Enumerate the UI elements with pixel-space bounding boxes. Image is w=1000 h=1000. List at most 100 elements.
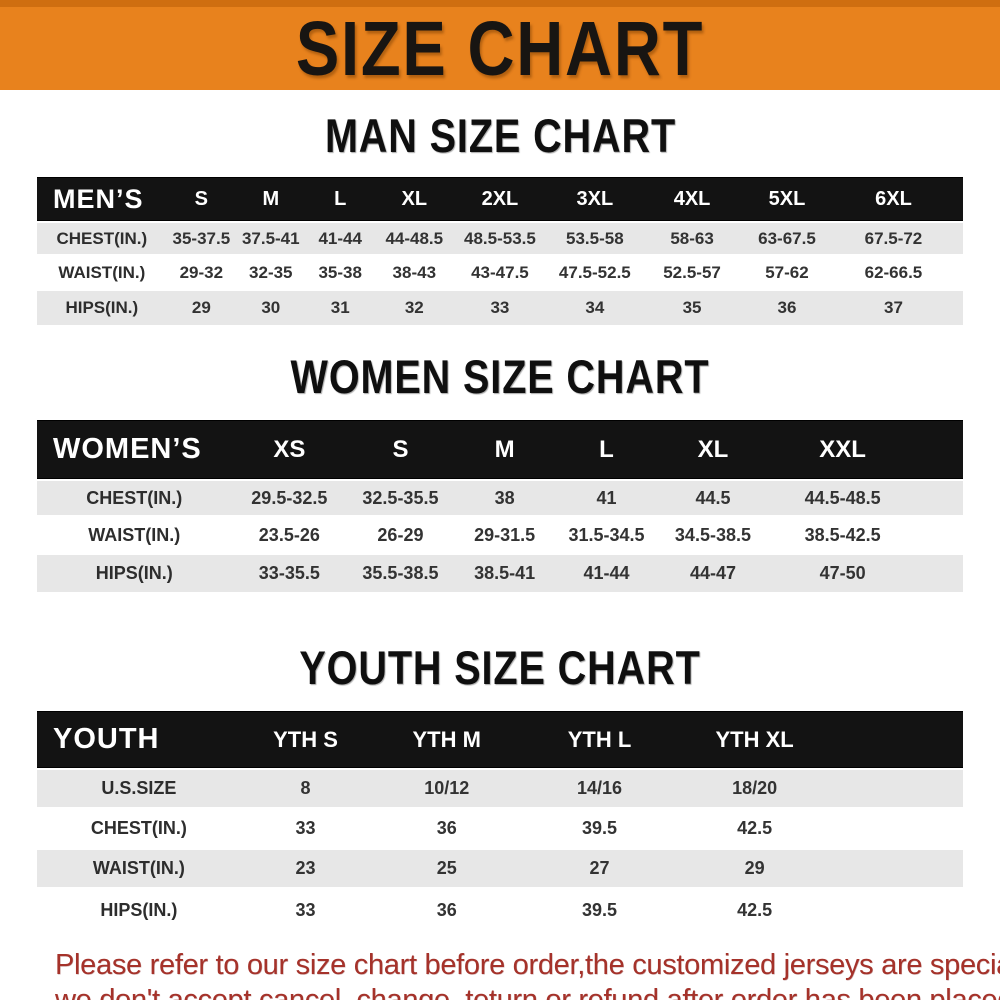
size-cell: 38	[494, 487, 515, 508]
table-header-bar: MEN’S S M L XL 2XL 3XL 4XL 5XL 6XL	[37, 178, 963, 220]
size-cell: 44-48.5	[385, 228, 444, 248]
men-section-title: MAN SIZE CHART	[0, 108, 1000, 163]
size-cell: 38.5-41	[474, 563, 536, 583]
size-cell: 36	[777, 298, 797, 317]
table-header-label: MEN’S	[53, 183, 144, 214]
size-column-header: 3XL	[576, 187, 614, 210]
size-column-header: XL	[697, 435, 729, 463]
size-cell: 23.5-26	[258, 524, 320, 545]
size-cell: 29	[744, 858, 765, 878]
size-cell: 33-35.5	[258, 563, 320, 583]
size-cell: 10/12	[424, 778, 470, 798]
size-table-men: MEN’S S M L XL 2XL 3XL 4XL 5XL 6XL CHEST(IN.) 35-37…	[37, 178, 963, 325]
table-row: CHEST(IN.) 29.5-32.5 32.5-35.5 38 41 44.5 44.5…	[37, 481, 963, 518]
table-header-label: WOMEN’S	[53, 433, 202, 465]
size-chart-banner: SIZE CHART	[0, 0, 1000, 92]
size-cell: 29-32	[179, 262, 224, 282]
size-cell: 8	[300, 778, 311, 798]
row-label: U.S.SIZE	[101, 778, 177, 798]
size-cell: 29	[191, 298, 211, 317]
size-cell: 38-43	[392, 262, 437, 282]
size-cell: 23	[295, 858, 316, 878]
size-cell: 44.5	[695, 487, 731, 508]
size-cell: 32-35	[249, 262, 293, 282]
table-row: U.S.SIZE 8 10/12 14/16 18/20	[37, 770, 963, 810]
table-header-bar: WOMEN’S XS S M L XL XXL	[37, 421, 963, 478]
row-label: WAIST(IN.)	[92, 858, 185, 878]
size-cell: 33	[295, 899, 316, 920]
size-cell: 34	[585, 298, 605, 317]
size-cell: 14/16	[576, 778, 623, 798]
size-cell: 27	[589, 858, 610, 878]
table-row: HIPS(IN.) 33 36 39.5 42.5	[37, 890, 963, 930]
size-cell: 53.5-58	[566, 228, 624, 248]
size-cell: 31.5-34.5	[568, 524, 645, 545]
size-cell: 52.5-57	[663, 262, 721, 282]
size-cell: 37	[883, 298, 903, 317]
row-label: WAIST(IN.)	[88, 524, 181, 545]
size-column-header: 6XL	[875, 187, 912, 210]
size-column-header: YTH L	[567, 726, 632, 752]
size-cell: 44.5-48.5	[804, 487, 881, 508]
size-cell: 33	[490, 298, 510, 317]
size-cell: 47-50	[819, 563, 866, 583]
women-section-title-text: WOMEN SIZE CHART	[290, 349, 710, 404]
men-section-title-text: MAN SIZE CHART	[324, 108, 676, 163]
size-cell: 36	[436, 899, 457, 920]
size-column-header: YTH M	[412, 726, 481, 752]
table-row: HIPS(IN.) 33-35.5 35.5-38.5 38.5-41 41-44 44-…	[37, 555, 963, 592]
size-cell: 42.5	[737, 818, 773, 838]
table-header-label: YOUTH	[53, 723, 160, 755]
row-label: WAIST(IN.)	[58, 262, 146, 282]
size-cell: 35	[682, 298, 702, 317]
size-cell: 32.5-35.5	[362, 487, 439, 508]
size-cell: 58-63	[670, 228, 714, 248]
size-table-women: WOMEN’S XS S M L XL XXL CHEST(IN.) 29.5-32.5 32.5…	[37, 421, 963, 592]
row-label: CHEST(IN.)	[90, 818, 187, 838]
women-section-title: WOMEN SIZE CHART	[0, 349, 1000, 404]
size-cell: 36	[436, 818, 457, 838]
size-cell: 32	[404, 298, 424, 317]
size-cell: 38.5-42.5	[804, 524, 881, 545]
table-row: WAIST(IN.) 29-32 32-35 35-38 38-43 43-47.5 47.…	[37, 257, 963, 291]
size-cell: 41-44	[583, 563, 630, 583]
disclaimer-line-2: we don't accept cancel, change, teturn o…	[55, 984, 1000, 1000]
table-header-bar: YOUTH YTH S YTH M YTH L YTH XL	[37, 712, 963, 767]
row-label: HIPS(IN.)	[65, 298, 139, 317]
size-table-youth: YOUTH YTH S YTH M YTH L YTH XL U.S.SIZE 8 10/12…	[37, 712, 963, 930]
size-cell: 63-67.5	[758, 228, 816, 248]
size-cell: 30	[261, 298, 281, 317]
size-cell: 37.5-41	[241, 228, 300, 248]
size-column-header: S	[392, 435, 409, 463]
size-cell: 41-44	[318, 228, 362, 248]
size-cell: 62-66.5	[864, 262, 923, 282]
size-cell: 26-29	[377, 524, 424, 545]
table-row: WAIST(IN.) 23.5-26 26-29 29-31.5 31.5-34.5 34…	[37, 518, 963, 555]
row-label: CHEST(IN.)	[56, 228, 148, 248]
size-cell: 47.5-52.5	[558, 262, 631, 282]
size-column-header: L	[334, 187, 347, 210]
size-cell: 41	[596, 487, 617, 508]
size-column-header: 5XL	[768, 187, 806, 210]
disclaimer-note: Please refer to our size chart before or…	[55, 948, 1000, 1000]
size-cell: 43-47.5	[471, 262, 529, 282]
size-cell: 48.5-53.5	[464, 228, 536, 248]
size-column-header: XS	[273, 435, 306, 463]
size-cell: 31	[330, 298, 350, 317]
size-column-header: L	[599, 435, 614, 463]
youth-section-title-text: YOUTH SIZE CHART	[299, 640, 701, 695]
table-row: CHEST(IN.) 35-37.5 37.5-41 41-44 44-48.5 48.5…	[37, 223, 963, 257]
row-label: CHEST(IN.)	[86, 487, 183, 508]
size-column-header: 2XL	[481, 187, 519, 210]
size-cell: 35.5-38.5	[362, 563, 439, 583]
size-cell: 44-47	[689, 563, 736, 583]
table-row: HIPS(IN.) 29 30 31 32 33 34 35 36 37	[37, 291, 963, 325]
row-label: HIPS(IN.)	[95, 563, 173, 583]
size-column-header: 4XL	[673, 187, 711, 210]
size-column-header: XXL	[819, 435, 866, 463]
size-cell: 39.5	[581, 818, 618, 838]
size-cell: 29-31.5	[474, 524, 536, 545]
youth-section-title: YOUTH SIZE CHART	[0, 640, 1000, 695]
size-cell: 57-62	[765, 262, 809, 282]
size-cell: 25	[436, 858, 457, 878]
